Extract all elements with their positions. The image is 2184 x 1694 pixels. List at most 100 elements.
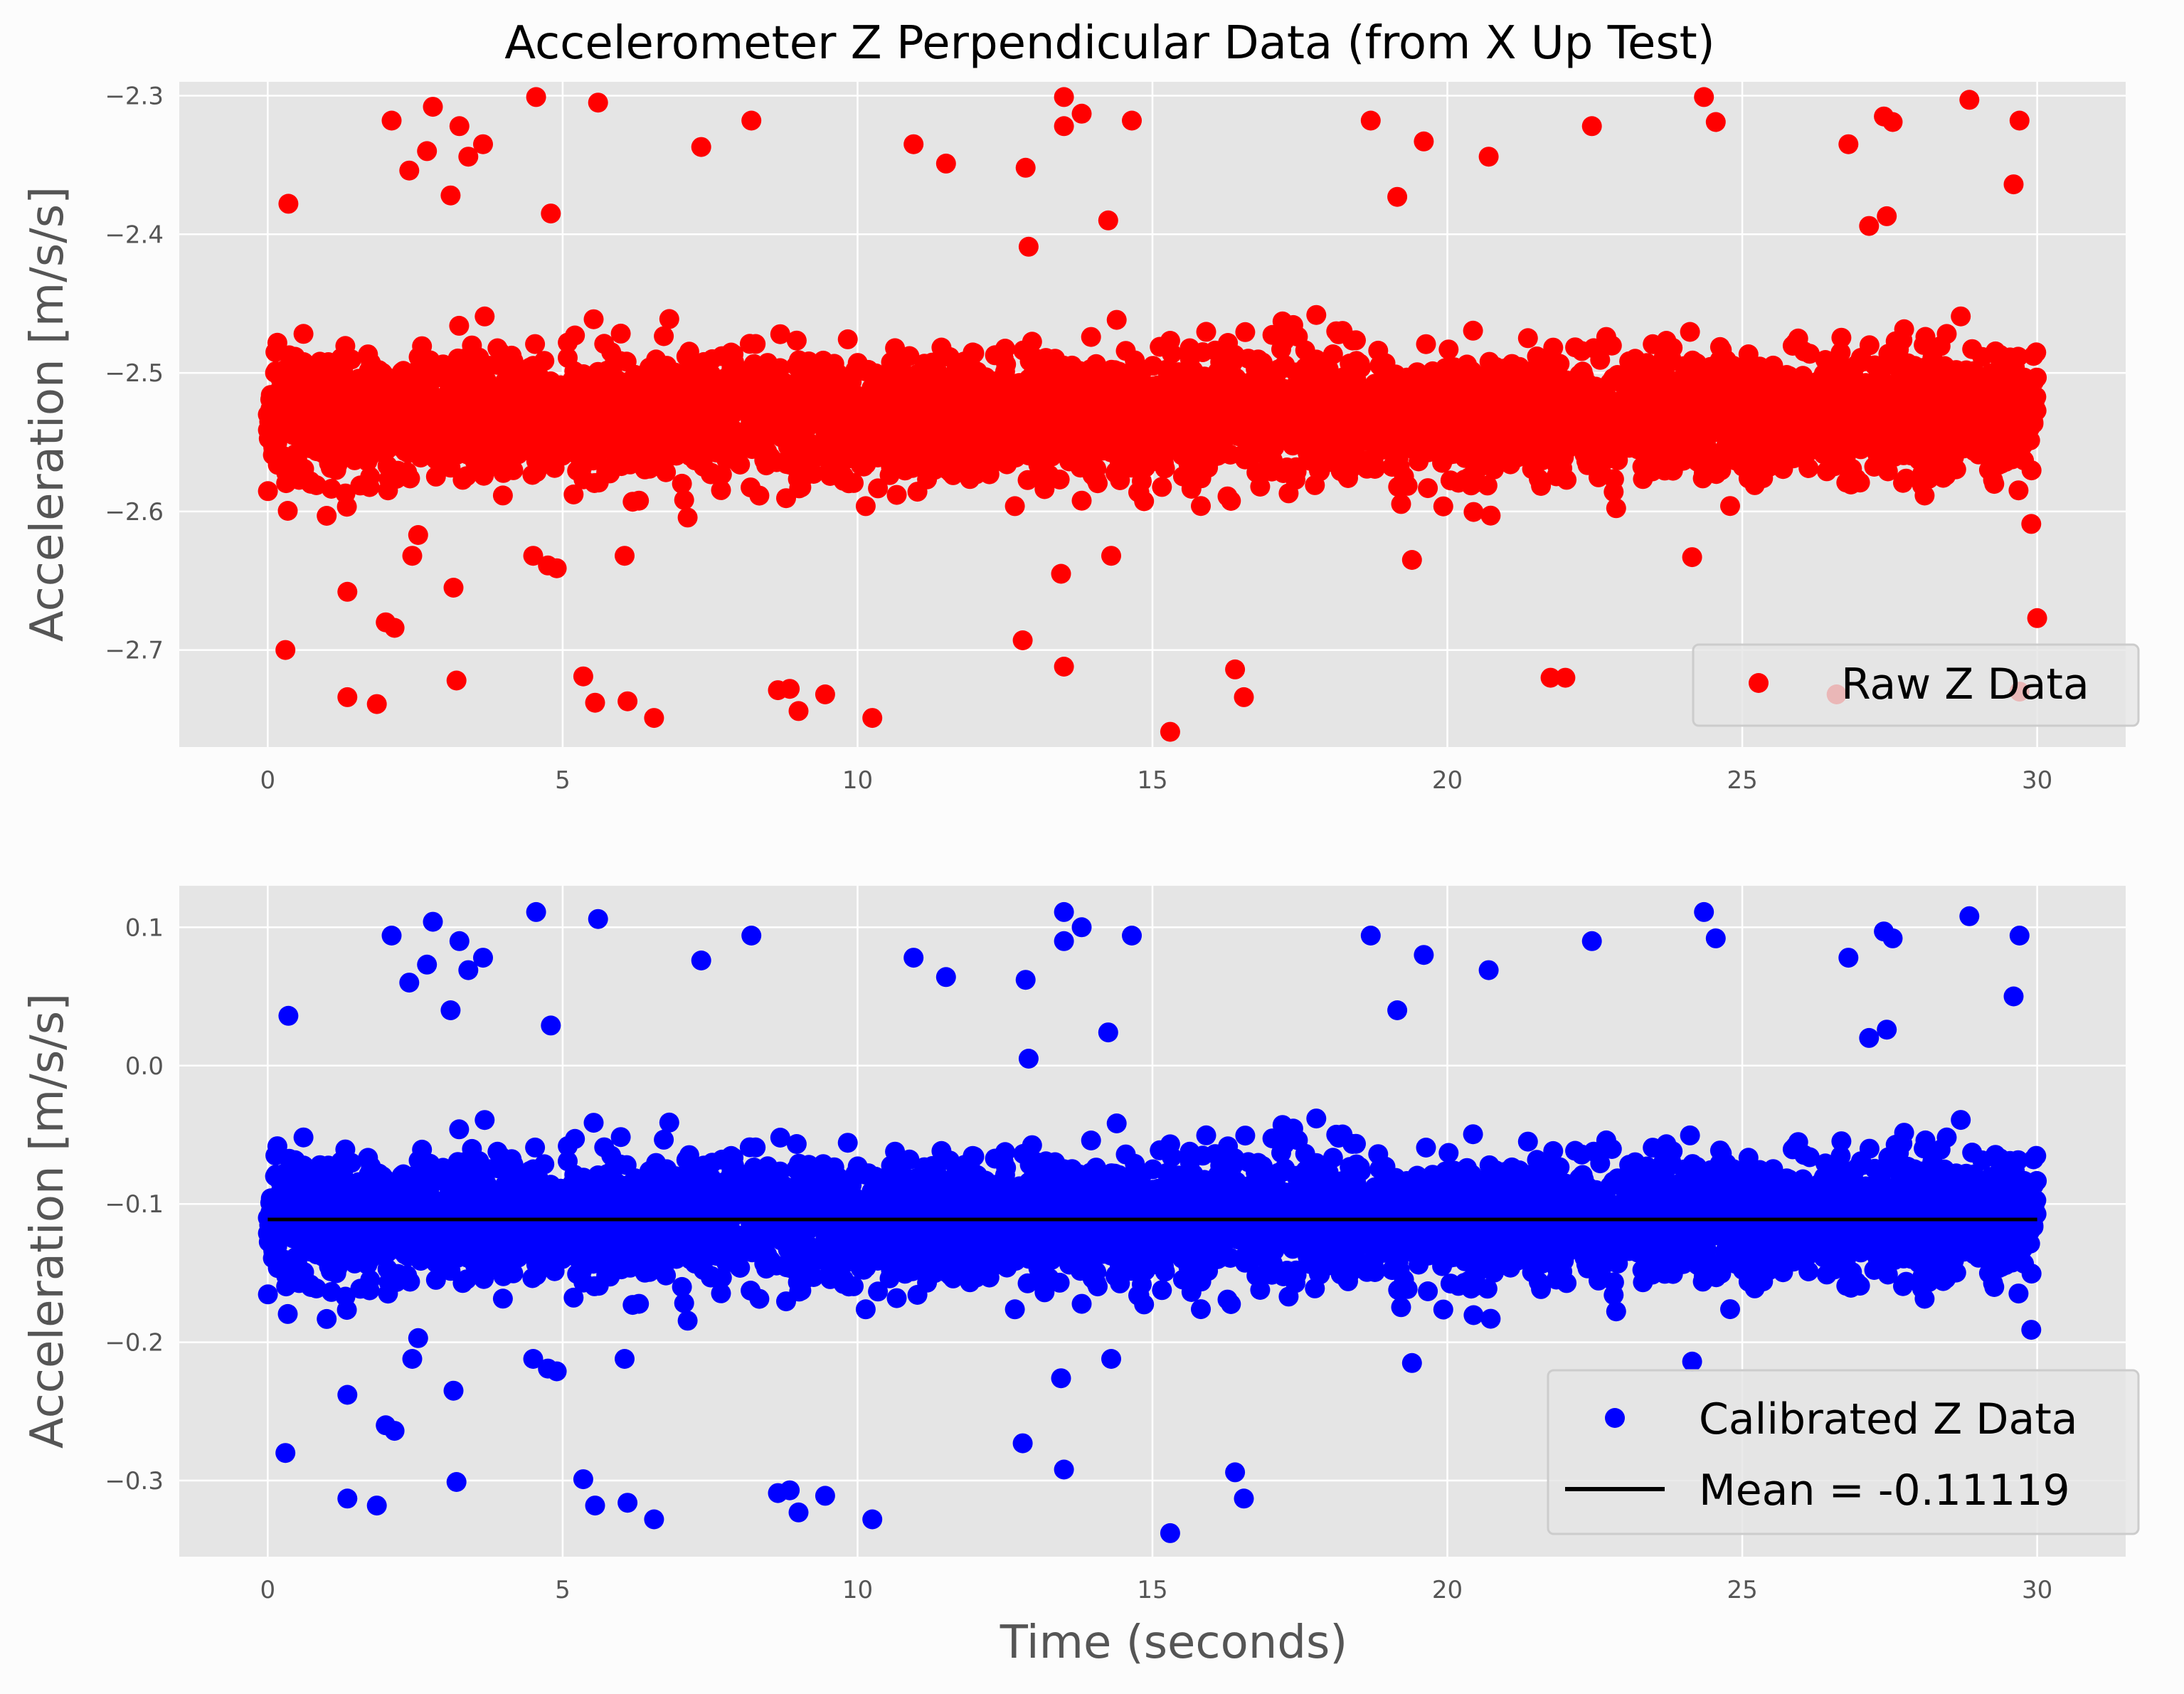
data-point — [420, 386, 440, 406]
data-point — [1438, 339, 1459, 360]
data-point — [1705, 112, 1726, 132]
data-point — [1330, 411, 1350, 432]
data-point — [1176, 434, 1197, 455]
data-point — [1401, 550, 1422, 570]
data-point — [2027, 608, 2047, 628]
data-point — [396, 424, 417, 445]
data-point — [1234, 687, 1254, 707]
data-point — [258, 481, 278, 502]
data-point — [640, 458, 660, 479]
data-point — [1892, 329, 1913, 350]
data-point — [657, 376, 678, 396]
data-point — [1682, 547, 1702, 568]
data-point — [534, 395, 555, 415]
data-point — [1191, 496, 1211, 517]
data-point — [688, 386, 709, 407]
data-point — [728, 453, 749, 474]
data-point — [440, 185, 461, 206]
data-point — [1606, 498, 1626, 519]
data-point — [1602, 415, 1623, 436]
data-point — [1962, 339, 1983, 359]
data-point — [2000, 408, 2020, 429]
data-point — [2009, 110, 2030, 131]
data-point — [276, 473, 297, 494]
data-point — [594, 334, 615, 354]
data-point — [886, 485, 907, 505]
data-point — [1462, 361, 1482, 381]
data-point — [1909, 450, 1929, 470]
data-point — [1165, 401, 1186, 422]
data-point — [1143, 356, 1163, 376]
data-point — [349, 424, 369, 445]
data-point — [1088, 473, 1108, 494]
data-point — [366, 694, 387, 714]
data-point — [2021, 460, 2042, 481]
data-point — [1414, 131, 1434, 152]
data-point — [1287, 373, 1308, 393]
data-point — [591, 389, 612, 410]
data-point — [1115, 430, 1135, 451]
data-point — [657, 432, 678, 452]
data-point — [1523, 369, 1544, 390]
data-point — [1463, 502, 1484, 522]
data-point — [993, 348, 1014, 369]
data-point — [1057, 411, 1078, 432]
data-point — [1224, 344, 1245, 365]
data-point — [1626, 420, 1647, 440]
data-point — [558, 332, 578, 353]
data-point — [1160, 721, 1180, 742]
data-point — [819, 394, 839, 415]
data-point — [780, 679, 800, 699]
data-point — [1206, 405, 1226, 425]
data-point — [739, 334, 760, 354]
data-point — [1882, 112, 1903, 132]
data-point — [1589, 467, 1608, 487]
data-point — [1735, 443, 1756, 464]
data-point — [1694, 87, 1714, 107]
data-point — [1196, 322, 1216, 342]
data-point — [278, 194, 299, 214]
data-point — [1638, 392, 1659, 413]
data-point — [789, 478, 810, 499]
data-point — [615, 546, 635, 566]
data-point — [1555, 667, 1576, 688]
raw-legend-marker — [1749, 673, 1769, 693]
data-point — [1241, 394, 1261, 414]
x-tick-label: 0 — [260, 766, 276, 795]
data-point — [1824, 456, 1845, 477]
data-point — [2024, 371, 2044, 392]
data-point — [312, 360, 333, 380]
y-tick-label: −2.4 — [105, 221, 164, 249]
data-point — [525, 334, 546, 354]
data-point — [280, 454, 299, 475]
data-point — [383, 399, 404, 420]
data-point — [1306, 389, 1327, 410]
data-point — [1951, 306, 1971, 327]
data-point — [573, 666, 593, 687]
data-point — [1925, 411, 1946, 431]
data-point — [402, 546, 423, 566]
data-point — [740, 431, 760, 452]
data-point — [1360, 110, 1381, 131]
data-point — [529, 452, 549, 472]
data-point — [1589, 433, 1610, 453]
data-point — [746, 406, 766, 427]
data-point — [1258, 449, 1278, 469]
data-point — [1794, 342, 1815, 361]
data-point — [329, 409, 349, 430]
data-point — [1101, 546, 1121, 566]
data-point — [855, 496, 876, 517]
data-point — [587, 411, 607, 431]
data-point — [1377, 411, 1397, 431]
data-point — [293, 324, 314, 344]
data-point — [1147, 383, 1168, 403]
data-point — [275, 640, 296, 660]
data-point — [1345, 448, 1365, 469]
data-point — [823, 369, 844, 389]
data-point — [1553, 382, 1573, 402]
data-point — [1859, 335, 1880, 356]
data-point — [1329, 369, 1350, 390]
data-point — [1478, 147, 1499, 167]
chart-title: Accelerometer Z Perpendicular Data (from… — [504, 17, 1714, 70]
data-point — [868, 478, 889, 499]
